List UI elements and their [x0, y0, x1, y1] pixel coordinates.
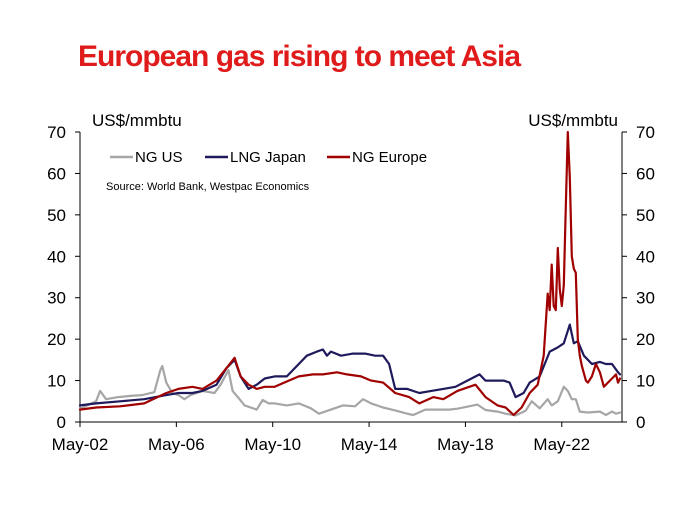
y-tick-label-left: 30: [47, 289, 66, 308]
y-tick-label-right: 60: [636, 164, 655, 183]
legend: NG US LNG Japan NG Europe: [110, 149, 427, 166]
y-tick-label-right: 40: [636, 247, 655, 266]
y-tick-label-right: 30: [636, 289, 655, 308]
y-tick-label-left: 50: [47, 206, 66, 225]
legend-label-lng-japan: LNG Japan: [230, 149, 306, 166]
y-tick-label-right: 0: [636, 413, 645, 432]
legend-label-ng-us: NG US: [135, 149, 183, 166]
y-tick-label-left: 0: [57, 413, 66, 432]
series-line-ng-us: [78, 365, 622, 417]
series-line-lng-japan: [78, 323, 622, 407]
y-tick-label-left: 10: [47, 372, 66, 391]
x-tick-label: May-18: [437, 435, 494, 454]
axes: 0 0 10 10 20 20 30 30 40 40 50 50 60 60 70 70 May-02 May-…: [47, 123, 655, 454]
legend-label-ng-europe: NG Europe: [352, 149, 427, 166]
y-tick-label-left: 70: [47, 123, 66, 142]
x-tick-label: May-22: [533, 435, 590, 454]
y-tick-label-right: 10: [636, 372, 655, 391]
y-tick-label-left: 40: [47, 247, 66, 266]
left-unit-label: US$/mmbtu: [92, 111, 182, 130]
chart-title: European gas rising to meet Asia: [78, 40, 521, 73]
x-tick-label: May-02: [52, 435, 109, 454]
y-tick-label-right: 70: [636, 123, 655, 142]
y-tick-label-right: 20: [636, 330, 655, 349]
x-tick-label: May-06: [148, 435, 205, 454]
x-tick-label: May-10: [244, 435, 301, 454]
series-line-ng-europe: [78, 130, 622, 417]
source-note: Source: World Bank, Westpac Economics: [106, 181, 310, 193]
series-lines: [78, 130, 622, 417]
right-unit-label: US$/mmbtu: [528, 111, 618, 130]
y-tick-label-left: 60: [47, 164, 66, 183]
y-tick-label-left: 20: [47, 330, 66, 349]
x-tick-label: May-14: [341, 435, 398, 454]
y-tick-label-right: 50: [636, 206, 655, 225]
